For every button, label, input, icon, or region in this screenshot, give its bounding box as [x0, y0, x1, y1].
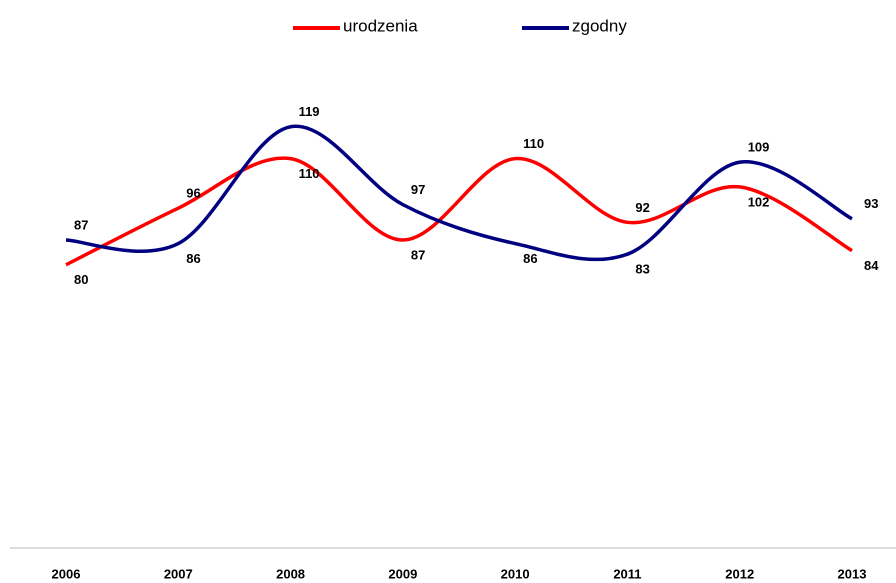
- data-label: 92: [635, 200, 649, 215]
- data-label: 86: [523, 251, 537, 266]
- data-label: 96: [186, 186, 200, 201]
- data-label: 119: [299, 104, 320, 119]
- x-tick-label: 2012: [725, 566, 754, 581]
- x-tick-label: 2007: [164, 566, 193, 581]
- data-label: 102: [748, 194, 770, 209]
- data-label: 84: [864, 258, 879, 273]
- data-label: 110: [299, 166, 320, 181]
- data-label: 87: [74, 217, 88, 232]
- data-label: 80: [74, 272, 88, 287]
- x-tick-label: 2008: [276, 566, 305, 581]
- data-label: 93: [864, 196, 878, 211]
- x-tick-label: 2010: [501, 566, 530, 581]
- x-tick-label: 2009: [388, 566, 417, 581]
- series-line: [65, 156, 853, 267]
- x-tick-label: 2006: [52, 566, 81, 581]
- data-label: 86: [186, 251, 200, 266]
- legend-label: zgodny: [572, 16, 627, 35]
- data-label: 109: [748, 140, 770, 155]
- data-label: 110: [523, 136, 544, 151]
- series-line: [65, 124, 853, 262]
- data-label: 97: [411, 182, 425, 197]
- x-tick-label: 2011: [613, 566, 641, 581]
- x-tick-label: 2013: [838, 566, 867, 581]
- data-label: 87: [411, 247, 425, 262]
- data-label: 83: [635, 262, 649, 277]
- legend-label: urodzenia: [343, 16, 418, 35]
